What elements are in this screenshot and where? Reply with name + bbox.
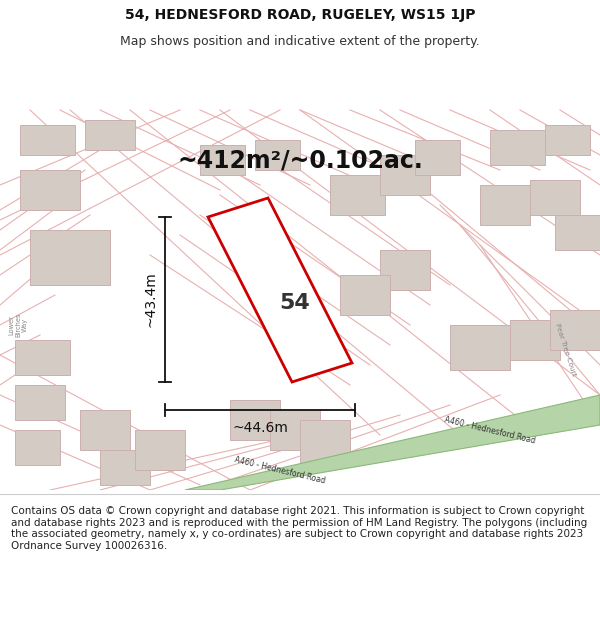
Polygon shape	[15, 340, 70, 375]
Polygon shape	[208, 198, 352, 382]
Polygon shape	[330, 175, 385, 215]
Polygon shape	[555, 215, 600, 250]
Polygon shape	[255, 140, 300, 170]
Polygon shape	[490, 130, 545, 165]
Polygon shape	[510, 320, 560, 360]
Polygon shape	[300, 420, 350, 465]
Text: ~412m²/~0.102ac.: ~412m²/~0.102ac.	[177, 148, 423, 172]
Polygon shape	[200, 145, 245, 175]
Text: ~43.4m: ~43.4m	[144, 272, 158, 328]
Polygon shape	[20, 170, 80, 210]
Polygon shape	[185, 395, 600, 490]
Polygon shape	[415, 140, 460, 175]
Text: A460 - Hednesford Road: A460 - Hednesford Road	[443, 415, 536, 445]
Text: A460 - Hednesford Road: A460 - Hednesford Road	[233, 455, 326, 485]
Polygon shape	[545, 125, 590, 155]
Polygon shape	[530, 180, 580, 215]
Polygon shape	[100, 450, 150, 485]
Text: ~44.6m: ~44.6m	[232, 421, 288, 435]
Polygon shape	[85, 120, 135, 150]
Text: 54: 54	[280, 293, 310, 313]
Text: Pear Tree Court: Pear Tree Court	[554, 322, 577, 378]
Polygon shape	[550, 310, 600, 350]
Polygon shape	[15, 385, 65, 420]
Polygon shape	[450, 325, 510, 370]
Polygon shape	[230, 400, 280, 440]
Polygon shape	[80, 410, 130, 450]
Polygon shape	[380, 250, 430, 290]
Text: Contains OS data © Crown copyright and database right 2021. This information is : Contains OS data © Crown copyright and d…	[11, 506, 587, 551]
Polygon shape	[270, 410, 320, 450]
Text: 54, HEDNESFORD ROAD, RUGELEY, WS15 1JP: 54, HEDNESFORD ROAD, RUGELEY, WS15 1JP	[125, 8, 475, 22]
Text: Map shows position and indicative extent of the property.: Map shows position and indicative extent…	[120, 35, 480, 48]
Polygon shape	[340, 275, 390, 315]
Polygon shape	[135, 430, 185, 470]
Polygon shape	[480, 185, 530, 225]
Polygon shape	[20, 125, 75, 155]
Text: Lower
Birches
Way: Lower Birches Way	[8, 312, 28, 338]
Polygon shape	[30, 230, 110, 285]
Polygon shape	[380, 155, 430, 195]
Polygon shape	[15, 430, 60, 465]
